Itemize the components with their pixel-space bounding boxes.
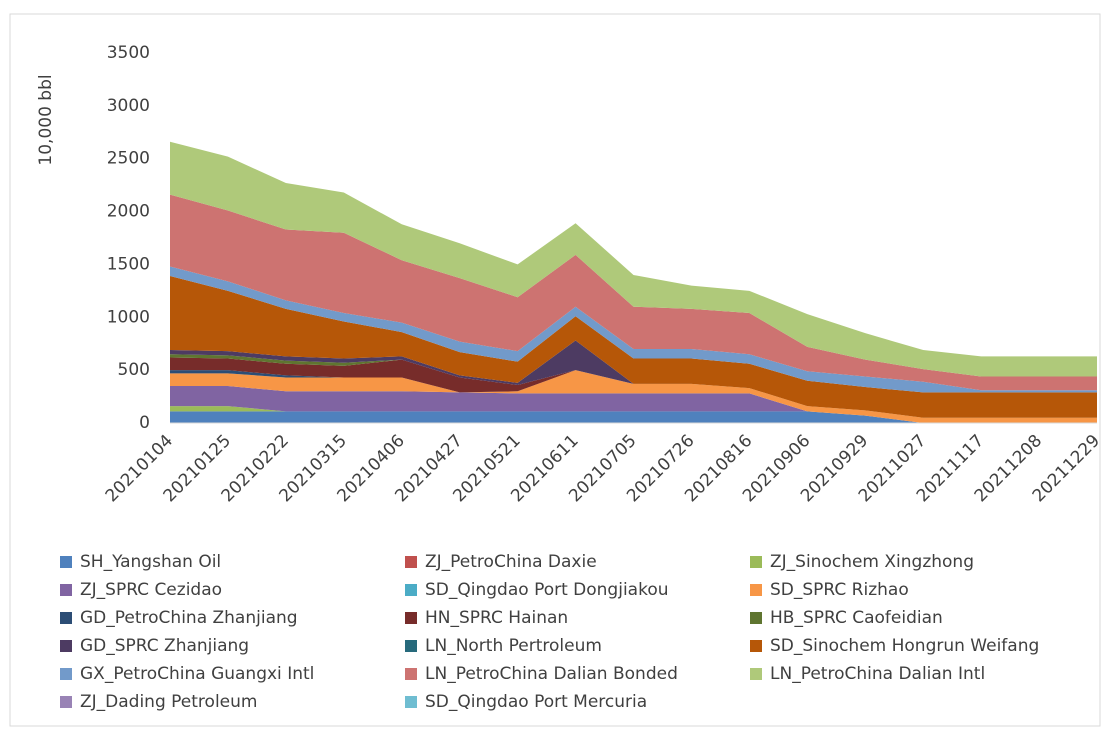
area — [170, 354, 1097, 418]
legend-label: GX_PetroChina Guangxi Intl — [80, 664, 314, 684]
legend-swatch — [405, 612, 417, 624]
legend-label: GD_SPRC Zhanjiang — [80, 636, 249, 656]
area — [170, 276, 1097, 418]
legend-swatch — [750, 556, 762, 568]
legend-label: HB_SPRC Caofeidian — [770, 608, 943, 628]
legend-label: SH_Yangshan Oil — [80, 552, 221, 572]
legend-swatch — [60, 668, 72, 680]
legend-label: SD_Sinochem Hongrun Weifang — [770, 636, 1039, 656]
legend-swatch — [750, 612, 762, 624]
area — [170, 411, 1097, 423]
area — [170, 370, 1097, 418]
y-axis-label: 10,000 bbl — [36, 74, 56, 165]
legend-label: ZJ_Sinochem Xingzhong — [770, 552, 974, 572]
legend-label: LN_PetroChina Dalian Intl — [770, 664, 985, 684]
area — [170, 194, 1097, 391]
legend-label: SD_Qingdao Port Dongjiakou — [425, 580, 669, 600]
legend-label: SD_SPRC Rizhao — [770, 580, 909, 600]
legend-label: GD_PetroChina Zhanjiang — [80, 608, 298, 628]
legend-swatch — [405, 640, 417, 652]
legend-swatch — [405, 556, 417, 568]
y-tick-label: 500 — [118, 360, 150, 380]
legend-label: LN_PetroChina Dalian Bonded — [425, 664, 678, 684]
y-tick-label: 0 — [139, 413, 150, 433]
legend-swatch — [60, 640, 72, 652]
y-tick-label: 2000 — [107, 202, 150, 222]
legend-swatch — [60, 556, 72, 568]
y-tick-label: 1500 — [107, 254, 150, 274]
legend-swatch — [60, 584, 72, 596]
y-tick-label: 1000 — [107, 307, 150, 327]
legend-label: HN_SPRC Hainan — [425, 608, 568, 628]
legend-swatch — [405, 696, 417, 708]
legend-label: ZJ_SPRC Cezidao — [80, 580, 222, 600]
area — [170, 386, 1097, 423]
legend-label: LN_North Pertroleum — [425, 636, 602, 656]
legend-label: ZJ_PetroChina Daxie — [425, 552, 597, 572]
legend-label: SD_Qingdao Port Mercuria — [425, 692, 647, 712]
area — [170, 370, 1097, 423]
legend-swatch — [750, 584, 762, 596]
legend-swatch — [405, 668, 417, 680]
legend-swatch — [750, 640, 762, 652]
area — [170, 357, 1097, 418]
legend-swatch — [60, 696, 72, 708]
y-tick-label: 3000 — [107, 96, 150, 116]
legend-label: ZJ_Dading Petroleum — [80, 692, 257, 712]
legend-swatch — [750, 668, 762, 680]
y-tick-label: 2500 — [107, 149, 150, 169]
y-tick-label: 3500 — [107, 43, 150, 63]
legend-swatch — [60, 612, 72, 624]
legend-swatch — [405, 584, 417, 596]
